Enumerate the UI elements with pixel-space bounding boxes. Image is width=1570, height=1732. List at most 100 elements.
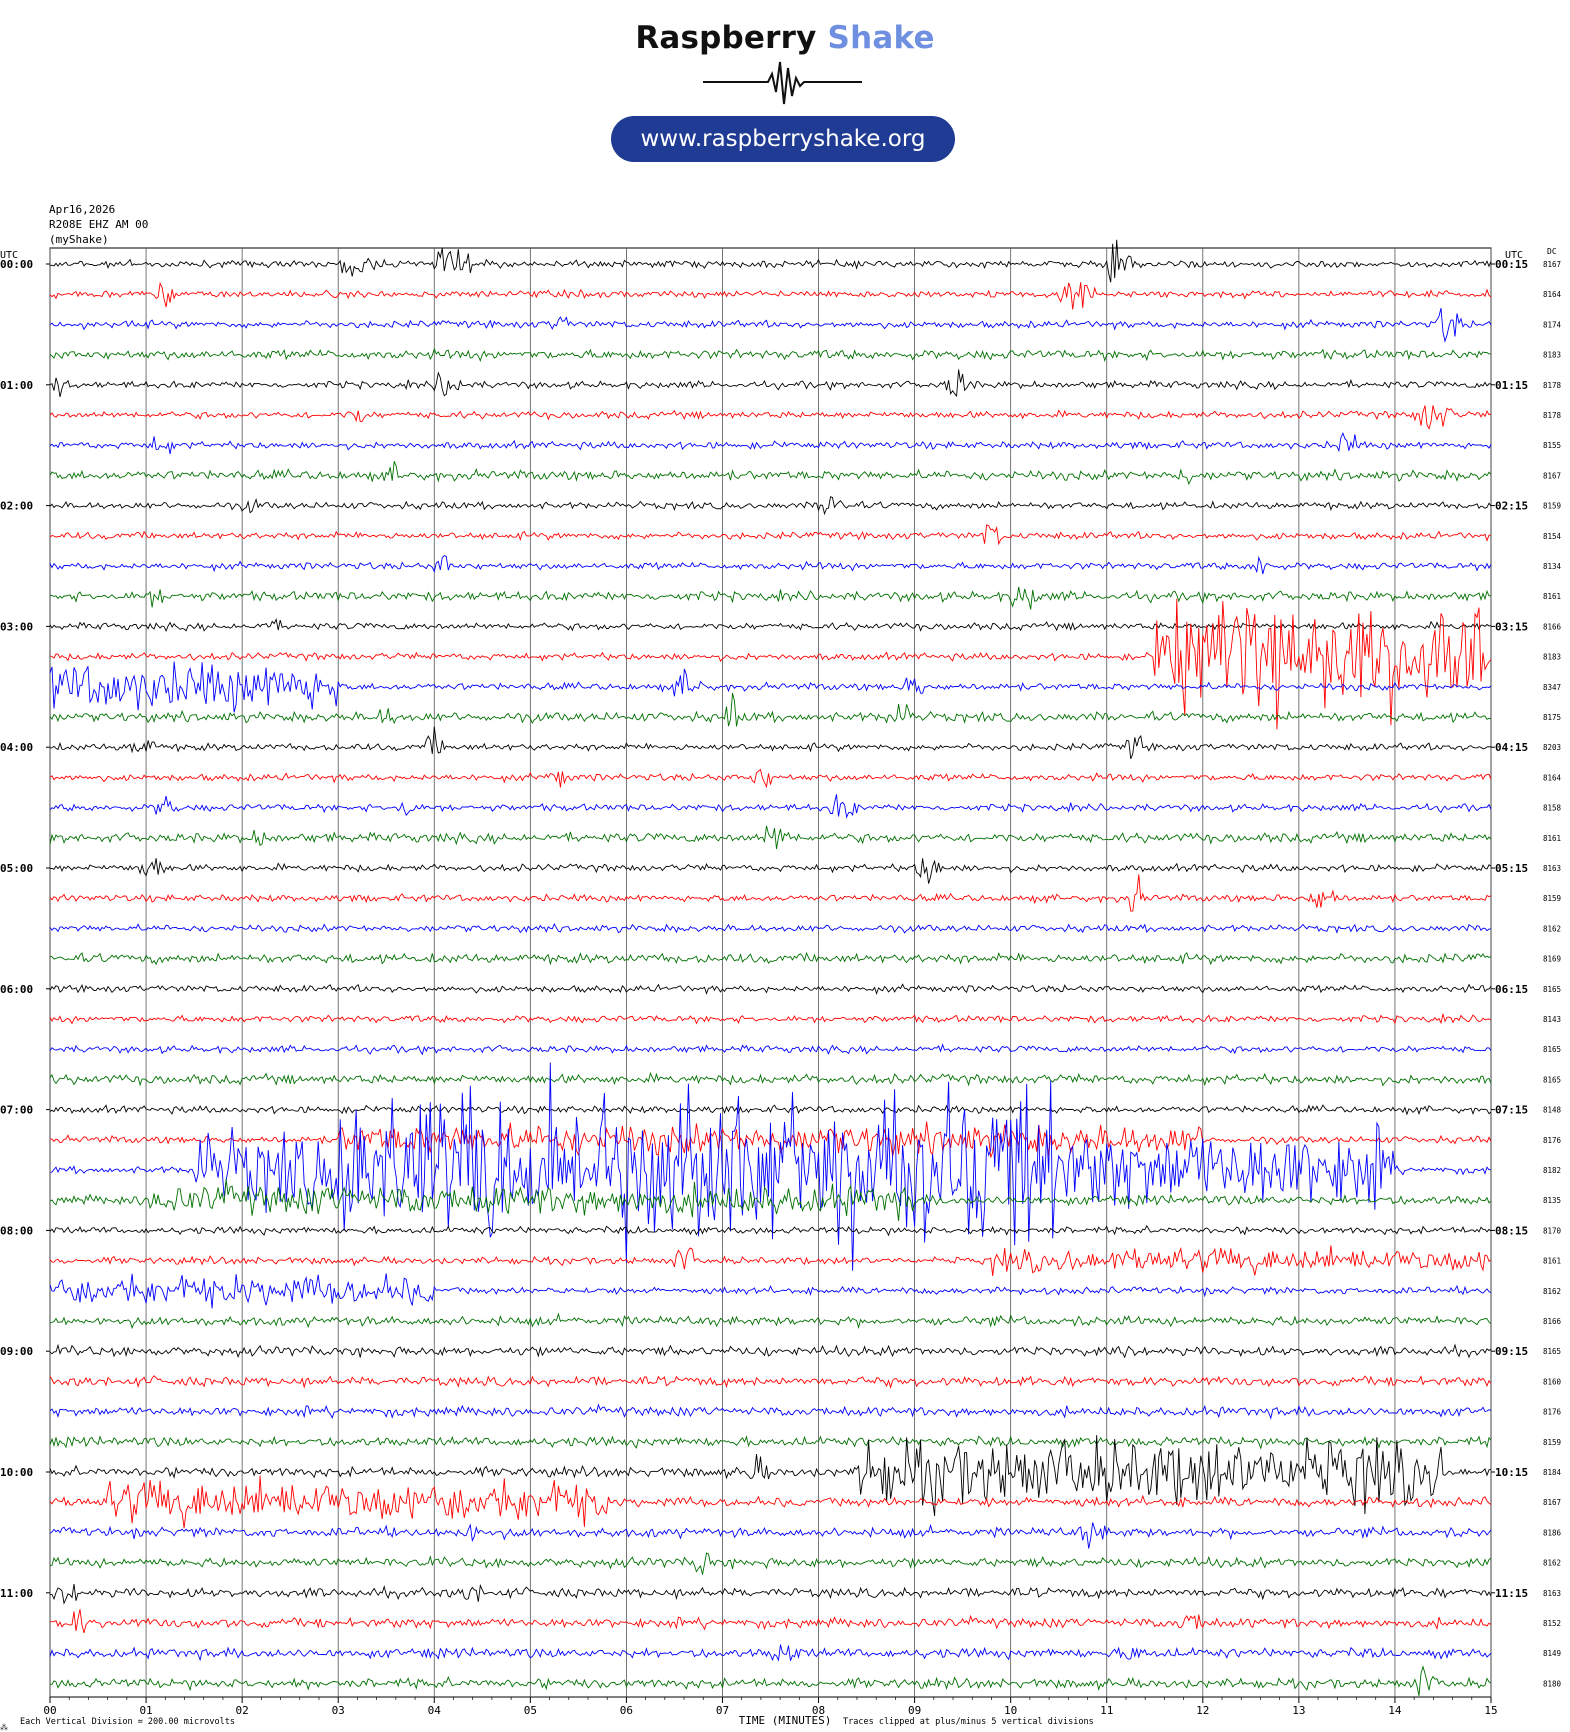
dc-offset-label: 8143 xyxy=(1543,1015,1561,1024)
dc-offset-label: 8178 xyxy=(1543,411,1562,420)
seismic-trace xyxy=(50,1665,1492,1696)
right-hour-label: 03:15 xyxy=(1495,620,1528,633)
dc-offset-label: 8174 xyxy=(1543,320,1562,329)
dc-offset-label: 8167 xyxy=(1543,471,1561,480)
seismic-trace xyxy=(49,1435,1492,1450)
seismic-trace xyxy=(49,1245,1492,1276)
seismic-trace xyxy=(49,598,1492,730)
seismic-trace xyxy=(49,1403,1492,1420)
x-tick-label: 08 xyxy=(812,1704,825,1717)
right-axis-title: UTC xyxy=(1505,250,1523,261)
seismic-trace xyxy=(49,1013,1492,1025)
seismic-trace xyxy=(49,369,1492,398)
right-hour-label: 08:15 xyxy=(1495,1224,1528,1237)
dc-offset-label: 8175 xyxy=(1543,713,1561,722)
dc-offset-label: 8165 xyxy=(1543,1347,1561,1356)
seismic-trace xyxy=(49,692,1492,727)
right-hour-label: 06:15 xyxy=(1495,983,1528,996)
x-tick-label: 11 xyxy=(1100,1704,1113,1717)
seismic-trace xyxy=(49,307,1492,343)
dc-offset-label: 8176 xyxy=(1543,1136,1562,1145)
dc-offset-label: 8164 xyxy=(1543,290,1562,299)
seismic-trace xyxy=(49,726,1492,760)
seismic-trace xyxy=(49,874,1492,912)
x-tick-label: 05 xyxy=(524,1704,537,1717)
dc-offset-label: 8182 xyxy=(1543,1166,1561,1175)
dc-offset-label: 8203 xyxy=(1543,743,1561,752)
record-date: Apr16,2026 xyxy=(49,203,116,216)
plot-frame xyxy=(49,247,1492,1698)
website-url-badge[interactable]: www.raspberryshake.org xyxy=(611,116,955,162)
seismic-trace xyxy=(49,1552,1492,1575)
left-hour-label: 05:00 xyxy=(0,862,33,875)
right-hour-label: 05:15 xyxy=(1495,862,1528,875)
seismic-trace xyxy=(49,431,1492,455)
right-hour-label: 10:15 xyxy=(1495,1466,1528,1479)
seismic-trace xyxy=(49,1312,1492,1330)
left-axis-title: UTC xyxy=(0,250,18,261)
seismic-trace xyxy=(49,1644,1492,1662)
seismic-trace xyxy=(49,1179,1492,1221)
dc-offset-label: 8135 xyxy=(1543,1196,1561,1205)
seismic-trace xyxy=(49,858,1492,884)
dc-offset-label: 8134 xyxy=(1543,562,1562,571)
dc-offset-label: 8162 xyxy=(1543,924,1561,933)
left-hour-label: 06:00 xyxy=(0,983,33,996)
dc-offset-label: 8162 xyxy=(1543,1287,1561,1296)
dc-offset-label: 8169 xyxy=(1543,955,1561,964)
dc-offset-label: 8165 xyxy=(1543,1075,1561,1084)
dc-offset-label: 8186 xyxy=(1543,1528,1562,1537)
station-code: R208E EHZ AM 00 xyxy=(49,218,149,231)
x-tick-label: 00 xyxy=(43,1704,56,1717)
raspberry-shake-logo: Raspberry Shake www.raspberryshake.org xyxy=(0,0,1570,170)
dc-offset-label: 8167 xyxy=(1543,260,1561,269)
dc-offset-label: 8167 xyxy=(1543,1498,1561,1507)
seismic-trace xyxy=(49,347,1491,363)
dc-offset-label: 8163 xyxy=(1543,864,1561,873)
x-tick-label: 07 xyxy=(716,1704,729,1717)
dc-offset-label: 8159 xyxy=(1543,894,1561,903)
dc-offset-label: 8180 xyxy=(1543,1679,1562,1688)
dc-offset-label: 8183 xyxy=(1543,653,1561,662)
x-tick-label: 06 xyxy=(620,1704,633,1717)
dc-offset-label: 8183 xyxy=(1543,351,1561,360)
dc-offset-label: 8163 xyxy=(1543,1589,1561,1598)
dc-offset-label: 8149 xyxy=(1543,1649,1561,1658)
dc-offset-label: 8158 xyxy=(1543,804,1562,813)
seismic-trace xyxy=(49,768,1492,789)
dc-offset-label: 8159 xyxy=(1543,1438,1561,1447)
left-hour-label: 03:00 xyxy=(0,620,33,633)
left-hour-label: 01:00 xyxy=(0,379,33,392)
corner-mark: ⁂ xyxy=(0,1723,8,1732)
dc-offset-label: 8166 xyxy=(1543,1317,1562,1326)
seismic-trace xyxy=(49,1062,1492,1271)
seismic-trace xyxy=(49,1071,1492,1087)
seismic-trace xyxy=(49,1475,1492,1529)
dc-offset-label: 8160 xyxy=(1543,1377,1562,1386)
dc-offset-label: 8161 xyxy=(1543,1257,1561,1266)
left-hour-label: 04:00 xyxy=(0,741,33,754)
seismic-trace xyxy=(49,1224,1492,1237)
x-tick-label: 09 xyxy=(908,1704,921,1717)
seismic-trace xyxy=(49,239,1492,283)
left-hour-label: 11:00 xyxy=(0,1587,33,1600)
seismic-trace xyxy=(49,1583,1492,1605)
seismic-trace xyxy=(49,1609,1492,1634)
footer-division-note: Each Vertical Division = 200.00 microvol… xyxy=(20,1717,235,1727)
dc-offset-label: 8166 xyxy=(1543,622,1562,631)
seismic-trace xyxy=(49,555,1492,575)
dc-offset-label: 8165 xyxy=(1543,1045,1561,1054)
x-tick-label: 01 xyxy=(139,1704,152,1717)
x-tick-label: 04 xyxy=(428,1704,442,1717)
right-hour-label: 11:15 xyxy=(1495,1587,1528,1600)
dc-offset-label: 8164 xyxy=(1543,773,1562,782)
seismic-trace xyxy=(49,1104,1492,1116)
seismic-trace xyxy=(49,617,1492,633)
x-tick-label: 03 xyxy=(332,1704,345,1717)
seismic-trace xyxy=(49,1273,1492,1309)
seismic-trace xyxy=(49,951,1492,966)
dc-offset-label: 8170 xyxy=(1543,1226,1562,1235)
dc-offset-label: 8148 xyxy=(1543,1106,1562,1115)
dc-offset-label: 8347 xyxy=(1543,683,1561,692)
x-axis-label: TIME (MINUTES) xyxy=(739,1714,832,1727)
